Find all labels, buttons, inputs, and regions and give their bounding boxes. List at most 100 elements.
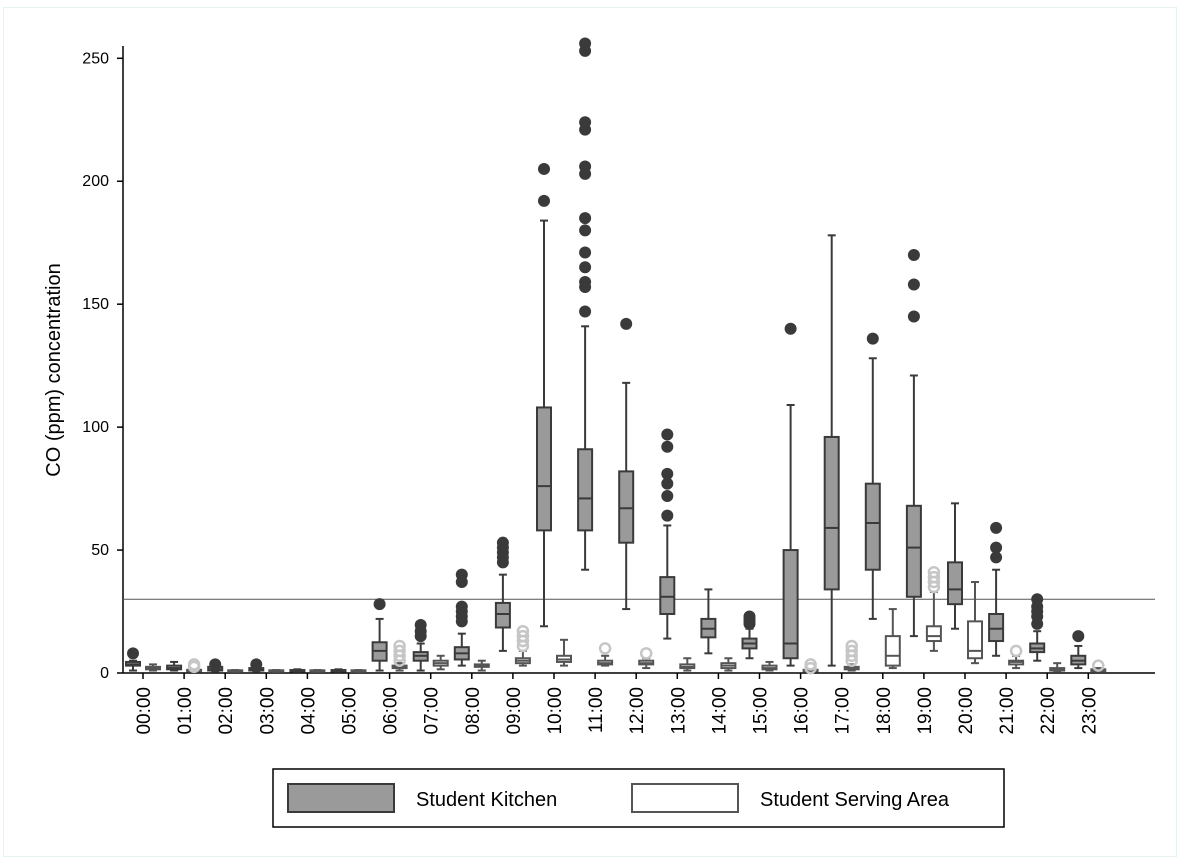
box-0-02:00 (207, 658, 224, 673)
outlier-point (579, 224, 592, 237)
box-0-05:00 (330, 668, 347, 673)
outlier-point (1009, 644, 1023, 658)
x-tick-label: 10:00 (545, 687, 566, 735)
legend-swatch-student-serving-area (631, 783, 739, 813)
outlier-point (907, 278, 920, 291)
legend: Student Kitchen Student Serving Area (272, 768, 1005, 828)
box-1-16:00 (802, 658, 819, 675)
box-1-00:00 (145, 663, 161, 672)
outlier-point (127, 647, 139, 660)
x-tick-label: 22:00 (1038, 687, 1059, 735)
x-tick-label: 01:00 (175, 687, 196, 735)
outlier-point (393, 644, 406, 658)
x-tick-label: 08:00 (463, 687, 484, 735)
outlier-point (455, 568, 468, 581)
box-1-01:00 (186, 658, 203, 674)
box-1-08:00 (473, 659, 490, 672)
iqr-box (864, 482, 881, 571)
iqr-box (967, 620, 983, 660)
box-0-09:00 (494, 536, 511, 652)
box-1-21:00 (1008, 644, 1025, 670)
box-1-18:00 (884, 608, 901, 670)
outlier-point (907, 249, 920, 261)
iqr-box (782, 549, 799, 660)
box-0-11:00 (577, 37, 594, 571)
x-tick-label: 00:00 (134, 687, 155, 735)
outlier-point (990, 551, 1003, 564)
x-tick-label: 19:00 (915, 687, 936, 735)
box-1-14:00 (720, 657, 737, 672)
iqr-box (618, 470, 635, 544)
outlier-point (743, 610, 756, 623)
iqr-box (577, 448, 594, 532)
outlier-point (579, 116, 592, 129)
iqr-box (884, 635, 901, 667)
box-1-23:00 (1090, 659, 1107, 673)
x-tick-label: 03:00 (257, 687, 278, 735)
outlier-point (579, 37, 592, 50)
box-1-15:00 (761, 660, 778, 672)
box-1-20:00 (967, 581, 983, 665)
iqr-box (947, 561, 963, 606)
x-tick-label: 20:00 (956, 687, 977, 735)
x-tick-label: 12:00 (627, 687, 648, 735)
x-tick-label: 02:00 (216, 687, 237, 735)
legend-swatch-student-kitchen (287, 783, 395, 813)
box-1-06:00 (391, 639, 408, 672)
outlier-point (209, 658, 222, 671)
outlier-point (990, 521, 1003, 534)
x-tick-label: 07:00 (422, 687, 443, 735)
outlier-point (250, 658, 263, 671)
box-1-07:00 (432, 654, 449, 671)
x-tick-label: 13:00 (668, 687, 689, 735)
box-0-15:00 (741, 610, 758, 660)
box-1-11:00 (597, 642, 614, 667)
box-0-00:00 (125, 647, 141, 672)
outlier-point (579, 261, 592, 274)
box-0-23:00 (1070, 630, 1087, 670)
outlier-point (496, 536, 509, 549)
y-tick-label: 200 (82, 173, 109, 190)
outlier-point (393, 639, 406, 653)
outlier-point (845, 639, 858, 653)
outlier-point (661, 428, 674, 441)
outlier-point (907, 310, 920, 323)
box-0-12:00 (618, 317, 635, 611)
box-1-12:00 (638, 647, 655, 670)
x-tick-label: 11:00 (586, 687, 607, 733)
box-0-21:00 (988, 521, 1005, 657)
box-1-22:00 (1049, 662, 1066, 673)
outlier-point (538, 194, 550, 207)
y-axis-label: CO (ppm) concentration (43, 263, 65, 476)
iqr-box (925, 625, 942, 643)
axes: 0 50 100 150 200 250 00:00 01:00 02:00 03:00 04:00… (82, 46, 1155, 735)
x-tick-label: 21:00 (997, 687, 1018, 735)
outlier-point (661, 467, 674, 480)
legend-label-student-serving-area: Student Serving Area (760, 789, 950, 811)
y-tick-label: 50 (91, 542, 109, 559)
x-tick-label: 14:00 (709, 687, 730, 735)
iqr-box (823, 435, 840, 591)
box-0-22:00 (1029, 593, 1046, 662)
x-tick-label: 18:00 (874, 687, 895, 735)
outlier-point (538, 162, 550, 175)
box-1-02:00 (227, 669, 244, 673)
x-tick-label: 17:00 (833, 687, 854, 735)
box-0-08:00 (453, 568, 470, 667)
box-0-20:00 (947, 502, 963, 630)
box-1-19:00 (925, 565, 942, 652)
x-tick-label: 16:00 (792, 687, 813, 735)
legend-label-student-kitchen: Student Kitchen (416, 789, 557, 811)
outlier-point (579, 212, 592, 225)
box-0-06:00 (371, 598, 388, 672)
box-1-05:00 (350, 669, 367, 673)
outlier-point (927, 570, 941, 584)
outlier-point (1031, 593, 1044, 606)
x-tick-label: 09:00 (504, 687, 525, 735)
x-tick-label: 06:00 (381, 687, 402, 735)
box-0-03:00 (248, 658, 265, 673)
iqr-box (988, 612, 1005, 643)
box-0-14:00 (700, 588, 717, 655)
x-tick-label: 05:00 (340, 687, 361, 735)
box-1-04:00 (309, 669, 326, 673)
